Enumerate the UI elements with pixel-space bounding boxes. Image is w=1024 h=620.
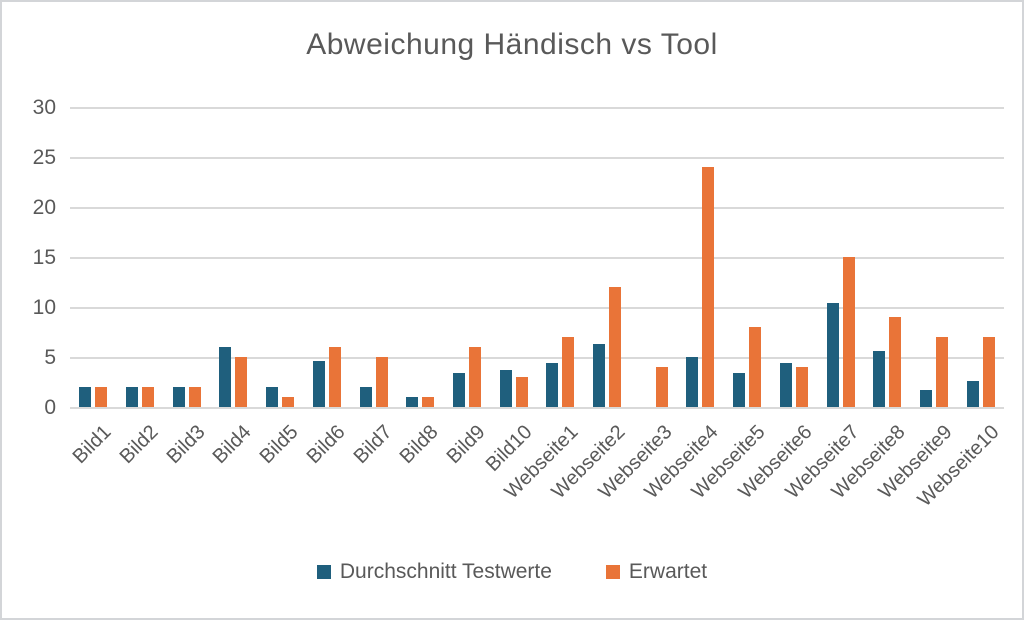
bar-durchschnitt-testwerte [593,344,606,407]
bar-erwartet [375,357,388,407]
bar-durchschnitt-testwerte [266,387,279,407]
x-axis-label: Bild4 [208,421,256,469]
bar-erwartet [702,167,715,407]
bar-group-bild1 [70,107,117,407]
bar-group-webseite5 [724,107,771,407]
bar-erwartet [235,357,248,407]
bar-group-webseite10 [957,107,1004,407]
bar-group-bild8 [397,107,444,407]
bar-group-bild10 [490,107,537,407]
chart-title: Abweichung Händisch vs Tool [306,28,718,61]
bar-durchschnitt-testwerte [546,363,559,407]
bar-durchschnitt-testwerte [779,363,792,407]
bar-group-bild3 [163,107,210,407]
bar-erwartet [749,327,762,407]
bar-durchschnitt-testwerte [499,370,512,407]
x-axis-label: Bild1 [68,421,116,469]
y-axis-label: 20 [32,196,56,219]
bar-durchschnitt-testwerte [172,387,185,407]
bar-erwartet [842,257,855,407]
legend-item-durchschnitt-testwerte: Durchschnitt Testwerte [316,560,552,584]
bar-durchschnitt-testwerte [452,373,465,407]
bar-durchschnitt-testwerte [359,387,372,407]
legend: Durchschnitt Testwerte Erwartet [2,560,1022,584]
bar-groups [70,107,1004,407]
legend-swatch-icon [605,565,620,579]
y-axis-label: 0 [44,396,56,419]
y-axis-label: 25 [32,146,56,169]
bar-erwartet [282,397,295,407]
x-axis-label: Bild2 [115,421,163,469]
x-axis-label: Bild8 [395,421,443,469]
bar-erwartet [468,347,481,407]
bar-erwartet [328,347,341,407]
gridline [70,107,1004,109]
bar-erwartet [982,337,995,407]
bar-group-webseite6 [771,107,818,407]
gridline [70,157,1004,159]
bar-group-bild4 [210,107,257,407]
bar-durchschnitt-testwerte [966,381,979,407]
bar-durchschnitt-testwerte [920,390,932,407]
bar-group-bild7 [350,107,397,407]
legend-swatch-icon [316,565,331,579]
bar-group-bild6 [304,107,351,407]
bar-durchschnitt-testwerte [219,347,232,407]
bar-group-webseite8 [864,107,911,407]
bar-group-webseite3 [630,107,677,407]
gridline [70,357,1004,359]
bar-erwartet [936,337,948,407]
x-axis-label: Bild3 [162,421,210,469]
gridline [70,307,1004,309]
bar-group-webseite4 [677,107,724,407]
bar-durchschnitt-testwerte [79,387,92,407]
bar-erwartet [515,377,528,407]
x-axis-label: Bild7 [349,421,397,469]
bar-erwartet [95,387,108,407]
legend-item-erwartet: Erwartet [605,560,708,584]
y-axis-label: 30 [32,96,56,119]
y-axis-label: 15 [32,246,56,269]
bar-group-bild9 [444,107,491,407]
bar-erwartet [609,287,622,407]
y-axis-label: 5 [44,346,56,369]
gridline [70,407,1004,409]
y-axis-label: 10 [32,296,56,319]
bar-durchschnitt-testwerte [873,351,886,407]
bar-erwartet [188,387,201,407]
x-axis-label: Bild5 [255,421,303,469]
bar-durchschnitt-testwerte [733,373,746,407]
bar-group-webseite7 [817,107,864,407]
bar-durchschnitt-testwerte [406,397,419,407]
bar-erwartet [422,397,435,407]
bar-erwartet [795,367,808,407]
legend-label: Erwartet [628,560,708,583]
bar-erwartet [142,387,155,407]
bar-group-webseite2 [584,107,631,407]
bar-erwartet [889,317,902,407]
plot-area [70,107,1004,409]
bar-group-webseite1 [537,107,584,407]
gridline [70,207,1004,209]
x-axis-label: Bild6 [302,421,350,469]
bar-durchschnitt-testwerte [826,303,839,407]
gridline [70,257,1004,259]
bar-group-bild5 [257,107,304,407]
bar-erwartet [562,337,575,407]
legend-label: Durchschnitt Testwerte [339,560,552,583]
bar-group-webseite9 [911,107,958,407]
bar-durchschnitt-testwerte [686,357,699,407]
bar-erwartet [655,367,668,407]
bar-group-bild2 [117,107,164,407]
bar-durchschnitt-testwerte [312,361,325,407]
bar-durchschnitt-testwerte [126,387,139,407]
